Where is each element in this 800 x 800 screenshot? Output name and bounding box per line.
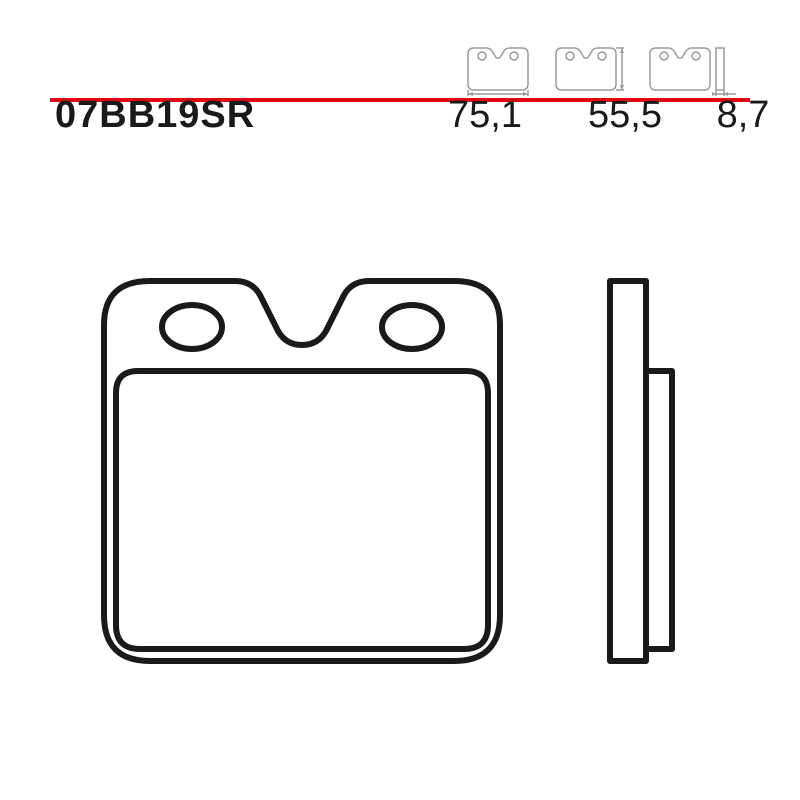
technical-drawing	[50, 225, 750, 765]
container: 07BB19SR 75,1 55,5 8,7	[0, 0, 800, 800]
dimension-thickness-value: 8,7	[703, 94, 783, 137]
dimension-width-value: 75,1	[435, 94, 535, 137]
height-dimension-icon	[550, 36, 628, 96]
part-number: 07BB19SR	[55, 94, 255, 137]
brake-pad-drawing-svg	[50, 225, 750, 765]
dimension-height-value: 55,5	[575, 94, 675, 137]
thickness-dimension-icon	[644, 36, 740, 96]
side-view	[610, 281, 672, 661]
width-dimension-icon	[462, 36, 534, 96]
front-view	[104, 281, 500, 661]
dimension-icons-row	[462, 36, 740, 96]
